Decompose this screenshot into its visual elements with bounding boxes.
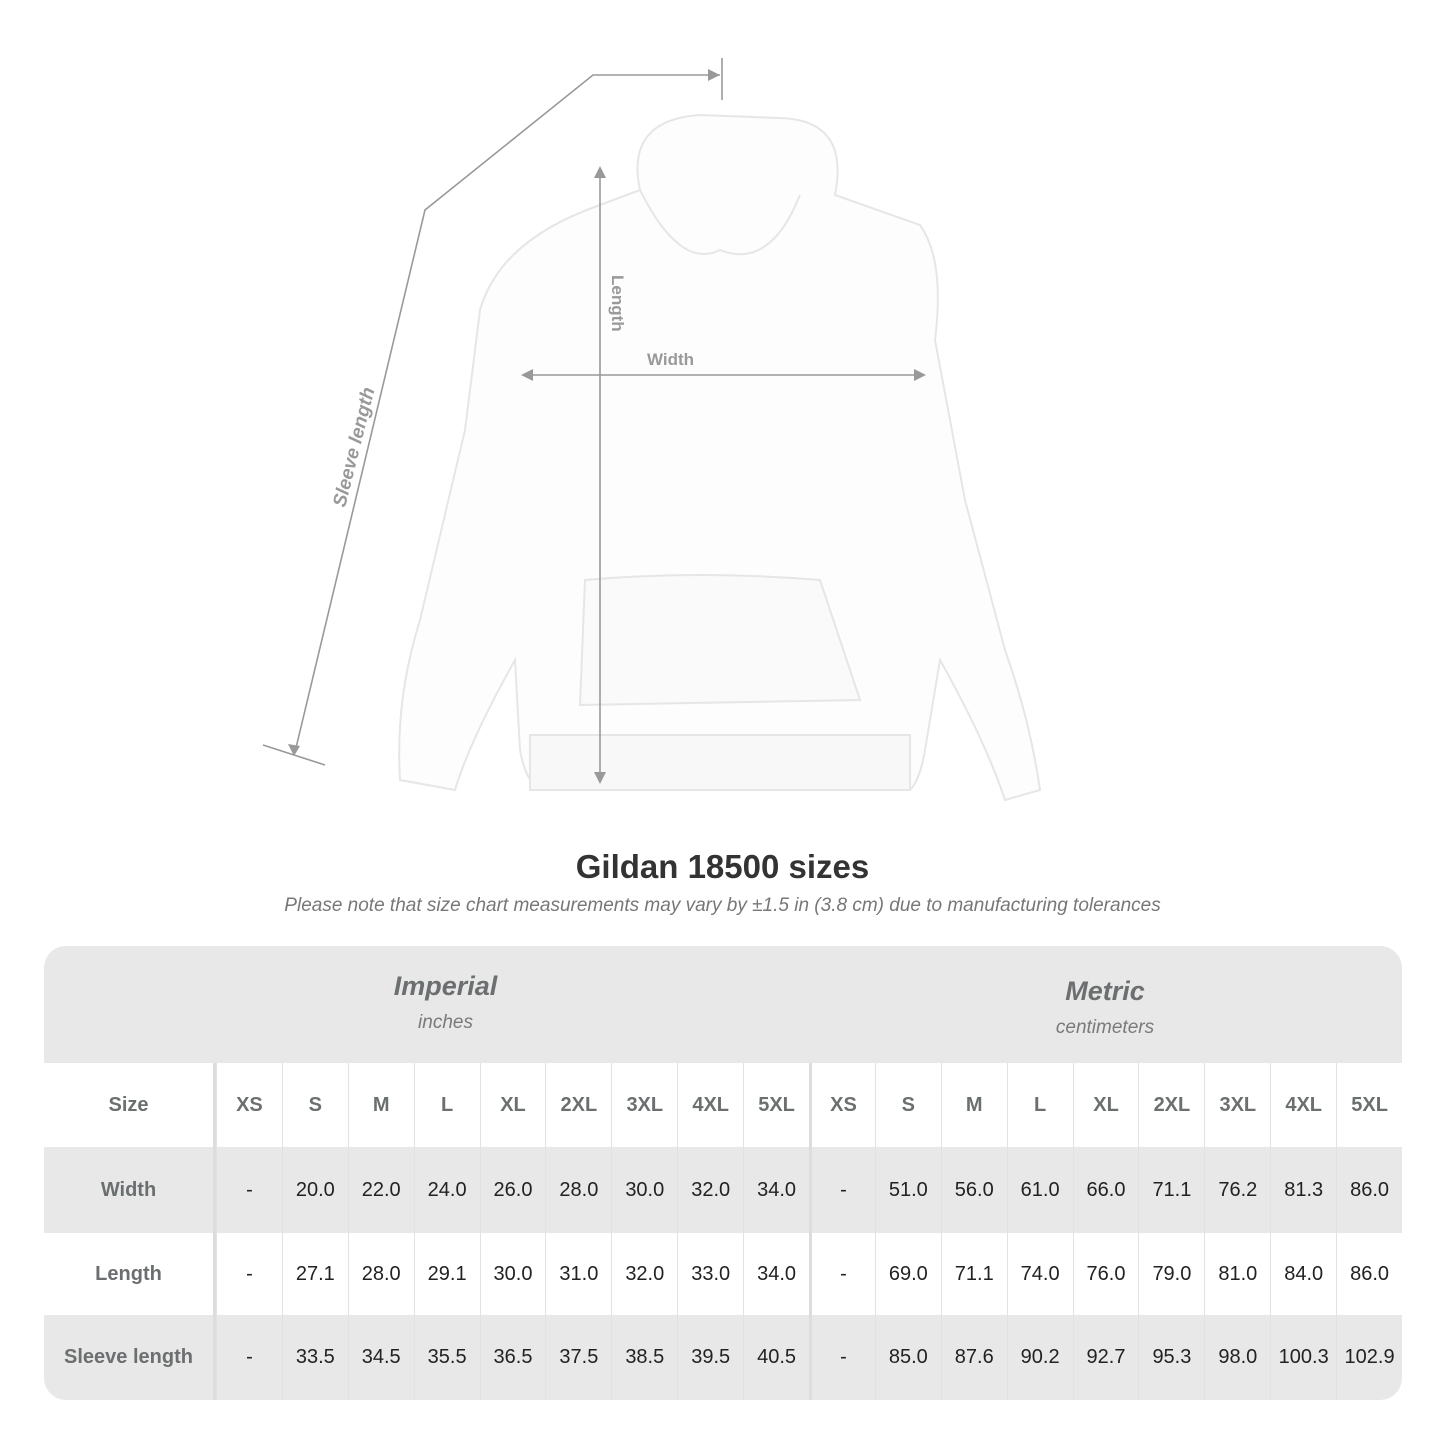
value-cell: 37.5 — [545, 1315, 611, 1400]
size-header-cell: M — [940, 1063, 1007, 1147]
tolerance-note: Please note that size chart measurements… — [284, 895, 1161, 916]
size-header-cell: 2XL — [1138, 1063, 1204, 1147]
size-header-cell: S — [874, 1063, 941, 1147]
metric-title: Metric — [1065, 976, 1145, 1006]
value-cell: 92.7 — [1072, 1315, 1139, 1400]
metric-unit: centimeters — [1055, 1017, 1155, 1038]
size-header-cell: 4XL — [1270, 1063, 1336, 1147]
value-cell: 90.2 — [1006, 1315, 1073, 1400]
size-header-cell: L — [1006, 1063, 1073, 1147]
value-cell: 66.0 — [1072, 1147, 1139, 1233]
value-cell: 79.0 — [1138, 1233, 1204, 1315]
page-title: Gildan 18500 sizes — [575, 848, 870, 885]
size-header-row: Size XS S M L XL 2XL 3XL 4XL 5XL XS S M L XL 2XL 3XL 4XL 5… — [44, 1063, 1402, 1147]
imperial-title: Imperial — [393, 971, 498, 1001]
table-header: Imperial inches Metric centimeters — [44, 946, 1402, 1063]
value-cell: 95.3 — [1138, 1315, 1204, 1400]
value-cell: 102.9 — [1336, 1315, 1402, 1400]
table-row: Width -20.0 22.0 24.0 26.0 28.0 30.0 32.0 34.0-5… — [44, 1147, 1402, 1233]
size-header-cell: XS — [216, 1063, 282, 1147]
value-cell: 28.0 — [347, 1233, 414, 1315]
size-header-cell: XL — [479, 1063, 546, 1147]
value-cell: 39.5 — [677, 1315, 743, 1400]
value-cell: 85.0 — [874, 1315, 941, 1400]
value-cell: 20.0 — [281, 1147, 348, 1233]
value-cell: 26.0 — [479, 1147, 546, 1233]
value-cell: 74.0 — [1006, 1233, 1073, 1315]
value-cell: 34.5 — [347, 1315, 414, 1400]
size-header-cell: 5XL — [1336, 1063, 1402, 1147]
value-cell: 28.0 — [545, 1147, 611, 1233]
size-header-cell: M — [347, 1063, 414, 1147]
value-cell: 71.1 — [1138, 1147, 1204, 1233]
value-cell: 22.0 — [347, 1147, 414, 1233]
value-cell: 87.6 — [940, 1315, 1007, 1400]
value-cell: 40.5 — [743, 1315, 809, 1400]
size-header-cell: 3XL — [1204, 1063, 1270, 1147]
value-cell: 35.5 — [413, 1315, 480, 1400]
value-cell: 86.0 — [1336, 1147, 1402, 1233]
value-cell: - — [809, 1147, 875, 1233]
value-cell: 34.0 — [743, 1147, 809, 1233]
table-row: Length -27.1 28.0 29.1 30.0 31.0 32.0 33.0 34.0-… — [44, 1233, 1402, 1315]
value-cell: 32.0 — [677, 1147, 743, 1233]
value-cell: 86.0 — [1336, 1233, 1402, 1315]
value-cell: 24.0 — [413, 1147, 480, 1233]
size-table: Imperial inches Metric centimeters Size X… — [44, 946, 1402, 1400]
value-cell: 61.0 — [1006, 1147, 1073, 1233]
value-cell: 30.0 — [611, 1147, 677, 1233]
value-cell: - — [809, 1233, 875, 1315]
value-cell: 56.0 — [940, 1147, 1007, 1233]
hoodie-diagram: Length Width Sleeve length — [262, 58, 1042, 802]
imperial-unit: inches — [418, 1012, 473, 1033]
value-cell: 36.5 — [479, 1315, 546, 1400]
width-label: Width — [647, 350, 694, 369]
length-label: Length — [608, 275, 627, 332]
value-cell: 98.0 — [1204, 1315, 1270, 1400]
value-cell: 51.0 — [874, 1147, 941, 1233]
value-cell: 71.1 — [940, 1233, 1007, 1315]
value-cell: 34.0 — [743, 1233, 809, 1315]
row-label: Size — [44, 1063, 216, 1147]
value-cell: 38.5 — [611, 1315, 677, 1400]
value-cell: 27.1 — [281, 1233, 348, 1315]
size-header-cell: 5XL — [743, 1063, 809, 1147]
value-cell: 81.0 — [1204, 1233, 1270, 1315]
metric-header: Metric centimeters — [808, 976, 1402, 1039]
size-header-cell: 2XL — [545, 1063, 611, 1147]
size-header-cell: S — [281, 1063, 348, 1147]
table-row: Sleeve length -33.5 34.5 35.5 36.5 37.5 38.5 39… — [44, 1315, 1402, 1400]
value-cell: 31.0 — [545, 1233, 611, 1315]
value-cell: 30.0 — [479, 1233, 546, 1315]
size-header-cell: L — [413, 1063, 480, 1147]
hoodie-image — [398, 113, 1042, 802]
value-cell: 76.0 — [1072, 1233, 1139, 1315]
value-cell: - — [809, 1315, 875, 1400]
row-label: Width — [44, 1147, 216, 1233]
value-cell: 81.3 — [1270, 1147, 1336, 1233]
row-label: Sleeve length — [44, 1315, 216, 1400]
value-cell: - — [216, 1315, 282, 1400]
size-header-cell: XS — [809, 1063, 875, 1147]
value-cell: 29.1 — [413, 1233, 480, 1315]
row-label: Length — [44, 1233, 216, 1315]
value-cell: 33.0 — [677, 1233, 743, 1315]
value-cell: 100.3 — [1270, 1315, 1336, 1400]
value-cell: - — [216, 1147, 282, 1233]
value-cell: - — [216, 1233, 282, 1315]
size-header-cell: XL — [1072, 1063, 1139, 1147]
value-cell: 84.0 — [1270, 1233, 1336, 1315]
value-cell: 32.0 — [611, 1233, 677, 1315]
size-header-cell: 4XL — [677, 1063, 743, 1147]
value-cell: 33.5 — [281, 1315, 348, 1400]
value-cell: 76.2 — [1204, 1147, 1270, 1233]
imperial-header: Imperial inches — [216, 971, 675, 1034]
sleeve-length-label: Sleeve length — [329, 385, 379, 509]
value-cell: 69.0 — [874, 1233, 941, 1315]
size-header-cell: 3XL — [611, 1063, 677, 1147]
